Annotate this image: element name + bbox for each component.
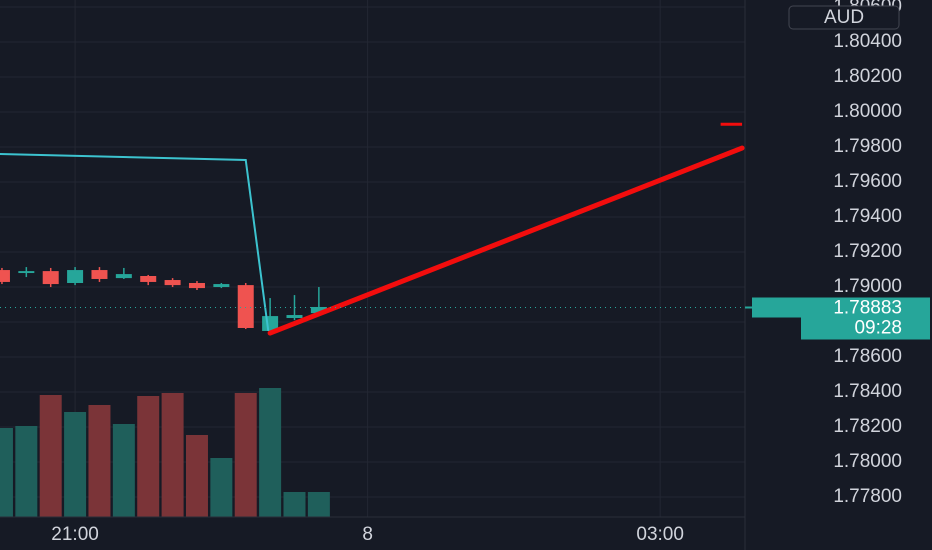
last-price-box: [752, 297, 930, 318]
plot: [0, 122, 745, 336]
currency-box[interactable]: [788, 5, 900, 30]
y-tick-label: 1.77800: [833, 486, 902, 507]
last-price-label: 1.78883: [833, 298, 902, 319]
volume-bar: [283, 492, 306, 517]
volume-pane: [0, 388, 330, 517]
volume-bar: [64, 412, 87, 517]
y-tick-label: 1.78200: [833, 416, 902, 437]
candle-body: [286, 315, 303, 319]
price-axis: 1.77800 1.78000 1.78200 1.78400 1.78600 1.788…: [51, 0, 930, 545]
y-tick-label: 1.78400: [833, 381, 902, 402]
x-tick-label: 03:00: [636, 524, 684, 545]
candle-body: [310, 306, 327, 314]
volume-bar: [234, 393, 257, 517]
y-tick-label: 1.79200: [833, 241, 902, 262]
volume-bar: [210, 458, 233, 517]
volume-bar: [0, 428, 13, 517]
volume-bar: [161, 393, 184, 517]
volume-bar: [112, 424, 135, 517]
y-tick-label: 1.79400: [833, 206, 902, 227]
candle-body: [213, 284, 230, 288]
candle-body: [237, 285, 254, 328]
y-tick-label: 1.80400: [833, 31, 902, 52]
x-tick-label: 21:00: [51, 524, 99, 545]
y-tick-label: 1.80000: [833, 101, 902, 122]
candle-body: [188, 283, 205, 289]
volume-bar: [259, 388, 282, 517]
y-tick-label: 1.78600: [833, 346, 902, 367]
candle-body: [42, 271, 59, 285]
candle-body: [140, 276, 157, 282]
candle-body: [0, 270, 10, 282]
y-tick-label: 1.80200: [833, 66, 902, 87]
candle-body: [67, 270, 84, 284]
volume-bar: [15, 426, 38, 517]
candle-body: [115, 274, 132, 279]
countdown-label: 09:28: [854, 318, 902, 339]
volume-bar: [185, 435, 208, 517]
line-series: [267, 145, 745, 336]
candle-body: [18, 271, 35, 274]
candle-body: [91, 270, 108, 279]
volume-bar: [137, 396, 160, 517]
x-tick-label: 8: [362, 524, 373, 545]
candle-body: [164, 280, 181, 286]
line-series: [0, 153, 270, 332]
volume-bar: [39, 395, 62, 517]
y-tick-label: 1.78000: [833, 451, 902, 472]
volume-bar: [88, 405, 111, 517]
y-tick-label: 1.79000: [833, 276, 902, 297]
countdown-box: [801, 317, 930, 340]
volume-bar: [307, 492, 330, 517]
y-tick-label: 1.79600: [833, 171, 902, 192]
currency-label[interactable]: AUD: [824, 7, 864, 28]
y-tick-label: 1.79800: [833, 136, 902, 157]
